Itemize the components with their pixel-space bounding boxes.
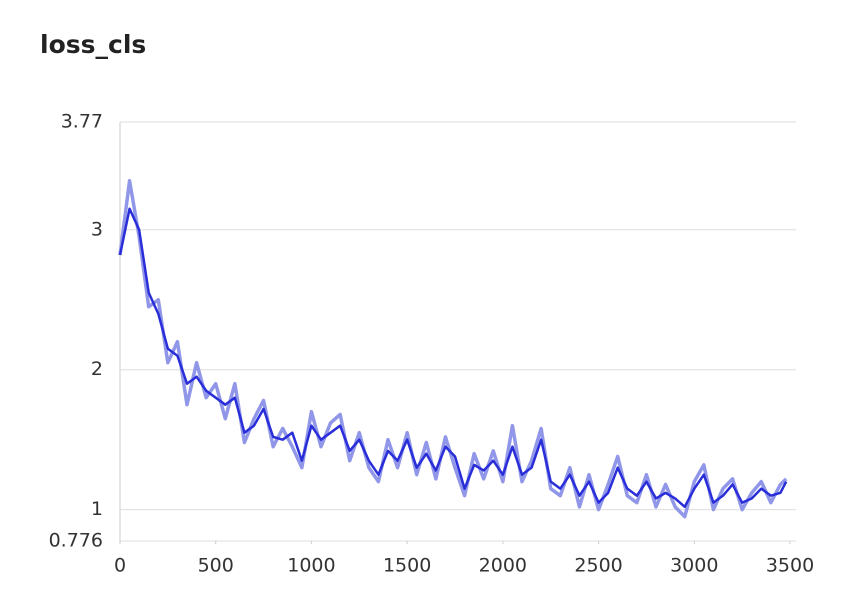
x-tick-label: 3000: [670, 555, 718, 577]
y-tick-label: 3: [91, 218, 103, 240]
chart-title: loss_cls: [40, 30, 146, 59]
x-tick-label: 2500: [574, 555, 622, 577]
y-tick-label: 2: [91, 358, 103, 380]
x-tick-label: 3500: [766, 555, 814, 577]
y-tick-label: 0.776: [49, 530, 103, 552]
x-tick-label: 500: [198, 555, 234, 577]
y-tick-label: 3.77: [61, 111, 103, 133]
y-tick-label: 1: [91, 498, 103, 520]
raw-line: [118, 179, 788, 519]
x-tick-label: 2000: [479, 555, 527, 577]
x-tick-label: 0: [114, 555, 126, 577]
x-tick-label: 1500: [383, 555, 431, 577]
x-tick-label: 1000: [287, 555, 335, 577]
smoothed-line: [118, 207, 788, 509]
